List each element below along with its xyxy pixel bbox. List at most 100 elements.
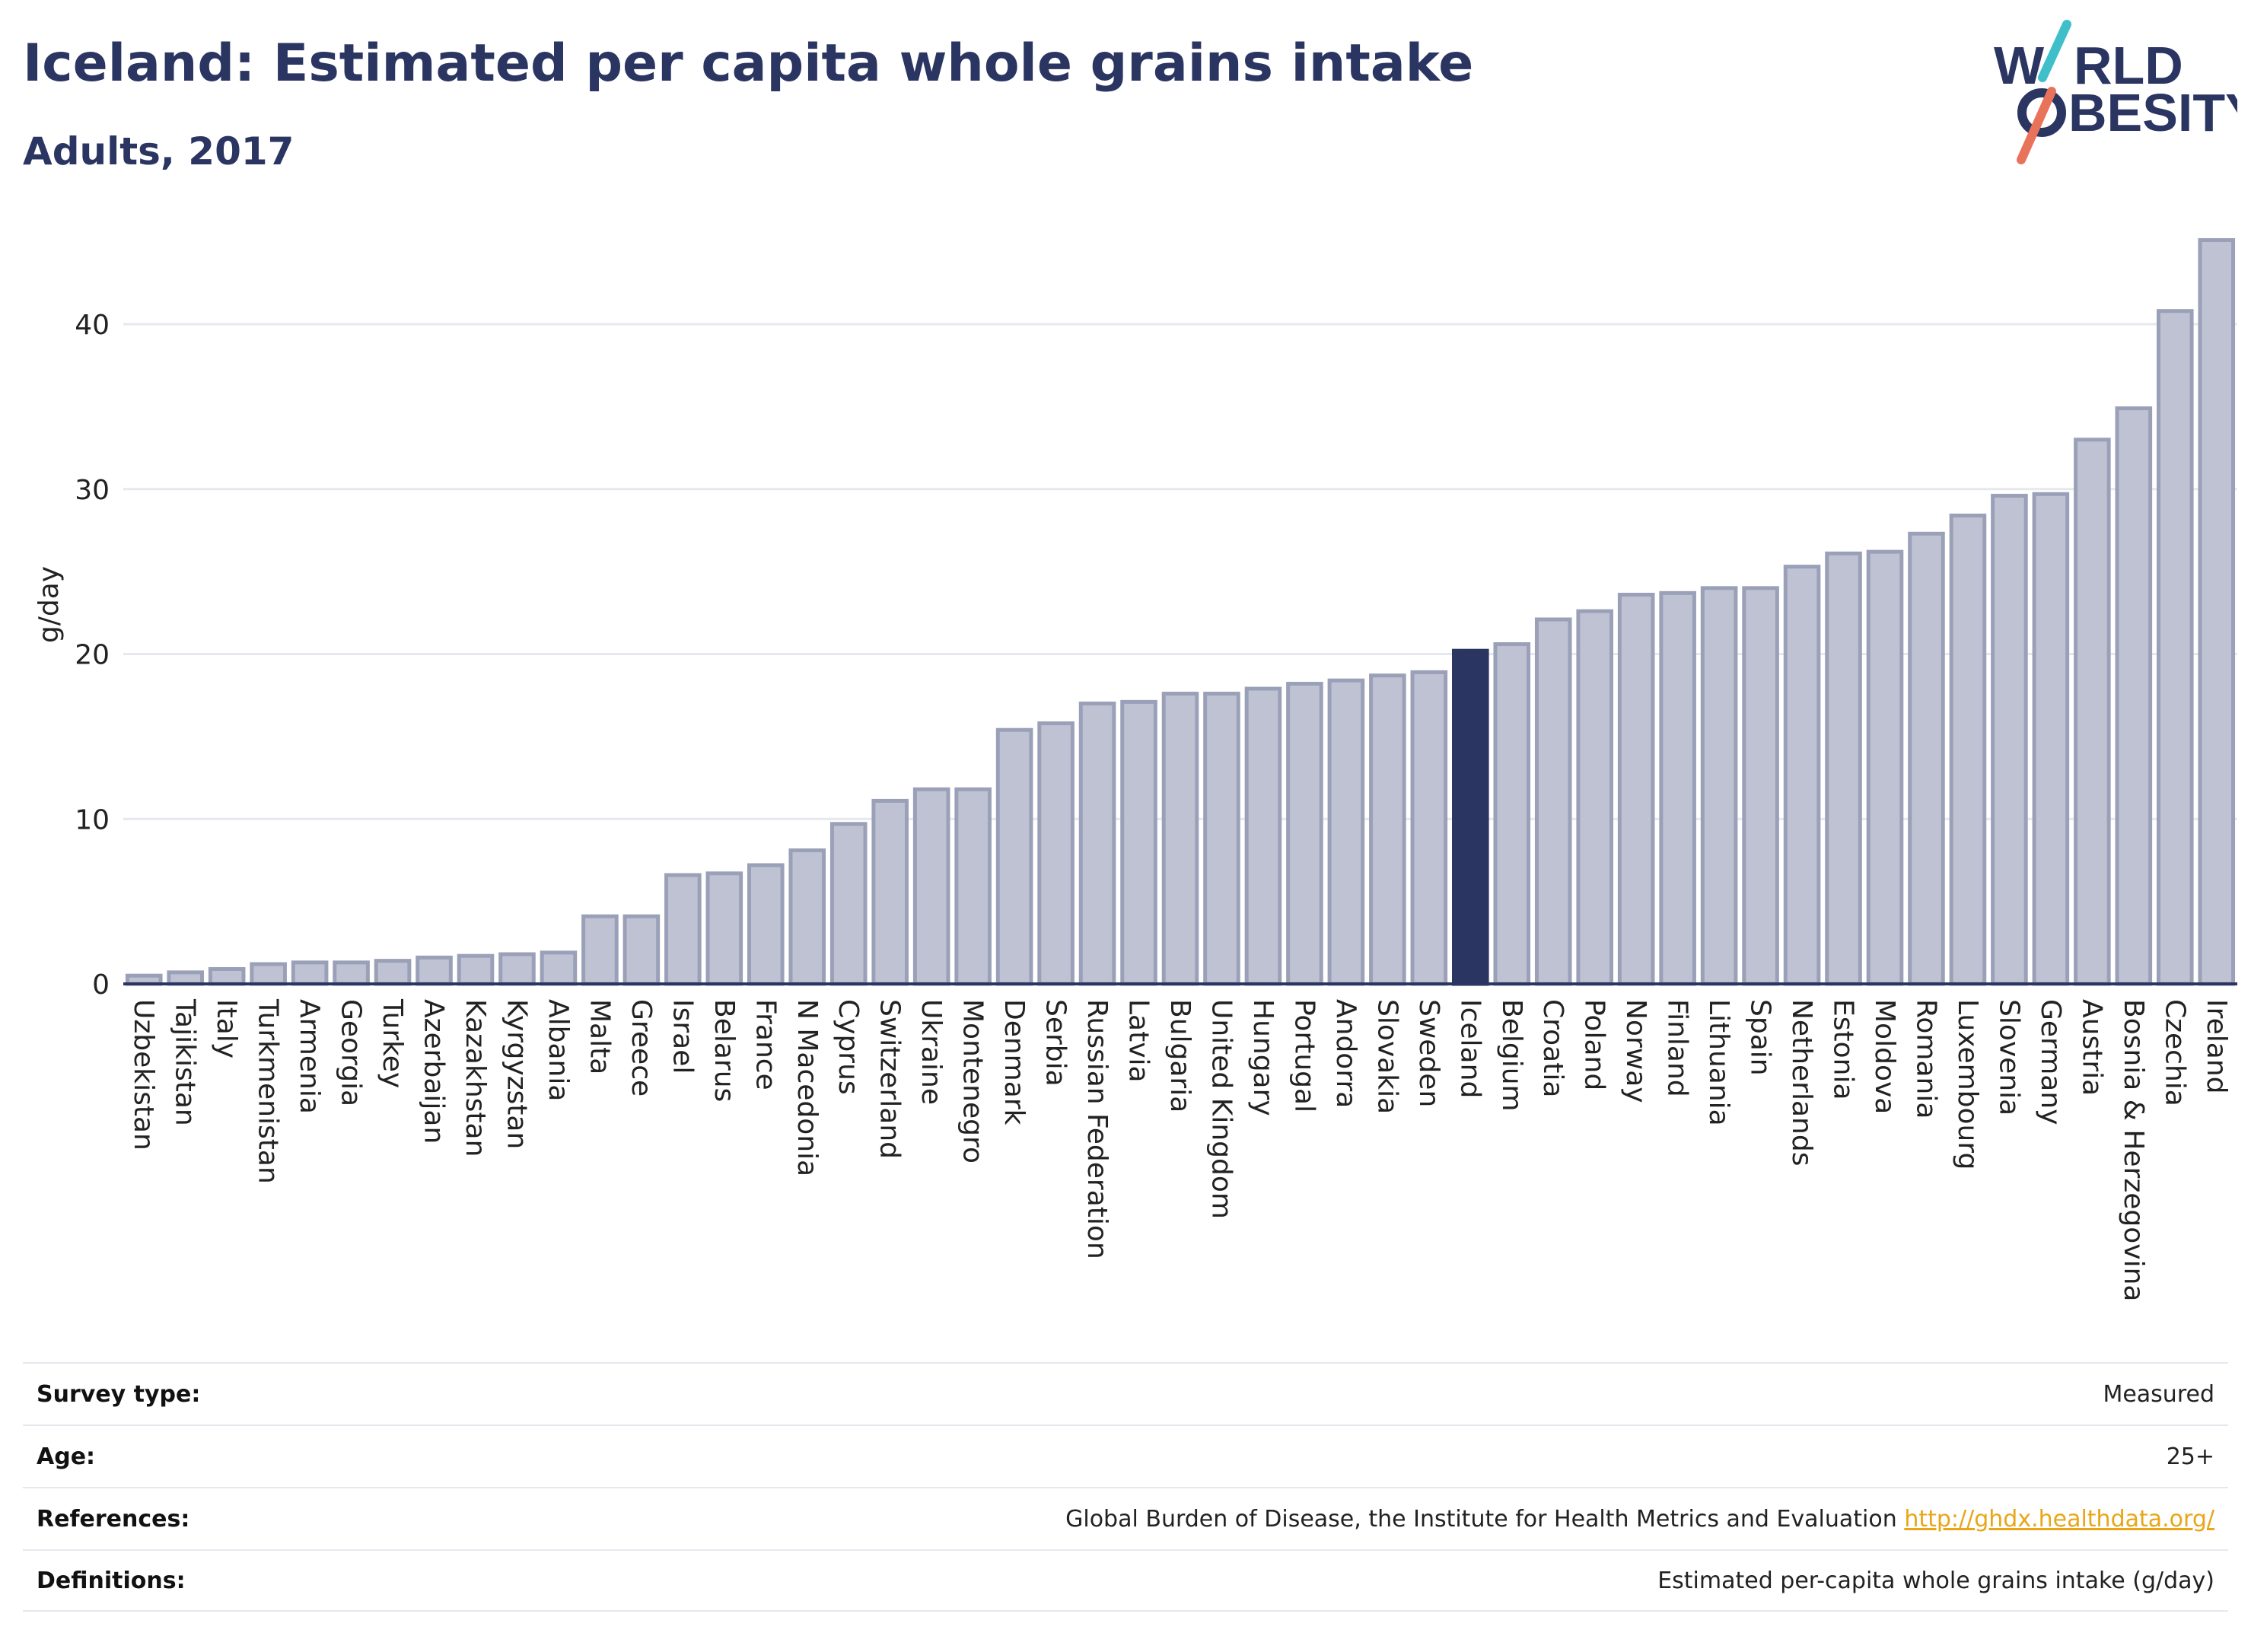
x-tick-label: Poland [1579,999,1610,1090]
bar-luxembourg [1949,513,1987,986]
logo-world-w: W [1994,36,2044,95]
meta-value: Measured [2103,1380,2214,1408]
x-tick-label: Russian Federation [1081,999,1113,1259]
bar-slovakia [1369,673,1406,986]
x-tick-label: Luxembourg [1952,999,1983,1170]
x-tick-label: Denmark [998,999,1030,1125]
x-tick-label: France [750,999,781,1090]
chart-title: Iceland: Estimated per capita whole grai… [23,33,1474,94]
bar-portugal [1286,682,1323,986]
bar-n-macedonia [788,848,826,986]
chart-subtitle: Adults, 2017 [23,129,295,173]
x-tick-label: Belarus [708,999,740,1102]
x-tick-label: Tajikistan [170,998,201,1126]
meta-label: References: [37,1505,190,1533]
metadata-table: Survey type: Measured Age: 25+ Reference… [23,1362,2228,1612]
x-tick-label: Bulgaria [1164,999,1196,1112]
bar-kazakhstan [457,953,495,986]
meta-value: Estimated per-capita whole grains intake… [1657,1567,2214,1594]
x-tick-label: Austria [2076,999,2107,1096]
bar-lithuania [1700,586,1738,986]
bar-norway [1617,592,1655,986]
bar-albania [540,950,578,986]
world-obesity-logo: W RLD BESITY [1994,20,2237,164]
bar-moldova [1866,549,1904,986]
x-tick-label: Andorra [1330,999,1361,1108]
meta-value-references: Global Burden of Disease, the Institute … [1065,1506,2214,1533]
x-tick-label: Czechia [2159,999,2190,1106]
x-tick-label: Albania [543,999,574,1101]
bar-belarus [705,871,743,986]
reference-text: Global Burden of Disease, the Institute … [1065,1505,1897,1533]
meta-value: 25+ [2166,1443,2214,1470]
bar-tajikistan [167,970,204,986]
x-tick-label: N Macedonia [791,999,823,1176]
bar-turkmenistan [250,962,287,986]
bar-germany [2032,492,2070,986]
x-tick-label: Malta [584,999,615,1074]
x-tick-label: Azerbaijan [419,999,450,1144]
y-tick-label: 10 [75,804,110,836]
bar-netherlands [1783,565,1821,986]
meta-row-age: Age: 25+ [23,1424,2228,1487]
bar-bulgaria [1161,692,1199,986]
x-tick-label: Hungary [1247,999,1278,1116]
x-tick-label: Georgia [336,999,367,1106]
meta-row-references: References: Global Burden of Disease, th… [23,1487,2228,1549]
bar-azerbaijan [415,955,453,986]
x-tick-label: Slovenia [1993,999,2024,1116]
x-tick-label: United Kingdom [1205,999,1237,1219]
bar-israel [664,873,702,986]
bar-poland [1576,609,1613,986]
bar-greece [622,914,661,986]
x-tick-label: Cyprus [833,999,864,1095]
bar-chart: 0 10 20 30 40 g/day Uzbekistan Tajikistan Italy T… [33,238,2237,1301]
x-tick-label: Bosnia & Herzegovina [2118,999,2149,1301]
x-tick-label: Belgium [1496,999,1527,1112]
x-tick-label: Italy [211,999,242,1058]
x-tick-label: Finland [1662,999,1693,1097]
x-tick-label: Ireland [2201,999,2232,1094]
bar-france [747,863,785,986]
bar-cyprus [829,822,868,986]
x-tick-label: Slovakia [1371,999,1402,1114]
bar-switzerland [871,798,909,986]
bar-bosnia-herzegovina [2115,406,2153,986]
logo-o-circle [2017,88,2066,137]
x-tick-label: Norway [1620,999,1651,1103]
logo-slash-bottom [2017,87,2056,164]
bar-malta [581,914,619,986]
x-tick-label: Uzbekistan [128,999,159,1151]
y-axis-label: g/day [33,566,65,643]
x-tick-label: Sweden [1413,999,1444,1107]
y-tick-label: 30 [75,475,110,506]
x-tick-label: Croatia [1537,999,1568,1097]
logo-obesity-rest: BESITY [2068,83,2237,142]
x-tick-label: Israel [667,999,698,1074]
bar-croatia [1534,617,1572,986]
meta-row-definitions: Definitions: Estimated per-capita whole … [23,1549,2228,1612]
x-tick-label: Greece [626,999,657,1097]
x-tick-label: Serbia [1040,999,1071,1087]
meta-row-survey-type: Survey type: Measured [23,1362,2228,1424]
bar-hungary [1244,686,1282,986]
x-tick-label: Turkey [377,998,408,1088]
x-tick-label: Latvia [1123,999,1154,1083]
bar-ukraine [912,787,950,986]
bar-estonia [1825,551,1862,986]
logo-slash-top [2038,20,2071,82]
reference-link[interactable]: http://ghdx.healthdata.org/ [1904,1505,2214,1533]
bar-denmark [995,727,1033,986]
bar-italy [208,966,246,986]
x-tick-label: Romania [1910,999,1941,1119]
bar-georgia [333,960,370,986]
bar-romania [1908,531,1945,986]
meta-label: Age: [37,1443,96,1470]
bar-latvia [1120,699,1157,986]
bar-austria [2074,438,2111,986]
bar-armenia [291,960,329,986]
bar-serbia [1037,721,1075,986]
x-tick-label: Armenia [294,999,325,1114]
bar-belgium [1493,642,1531,986]
bar-czechia [2157,309,2194,986]
